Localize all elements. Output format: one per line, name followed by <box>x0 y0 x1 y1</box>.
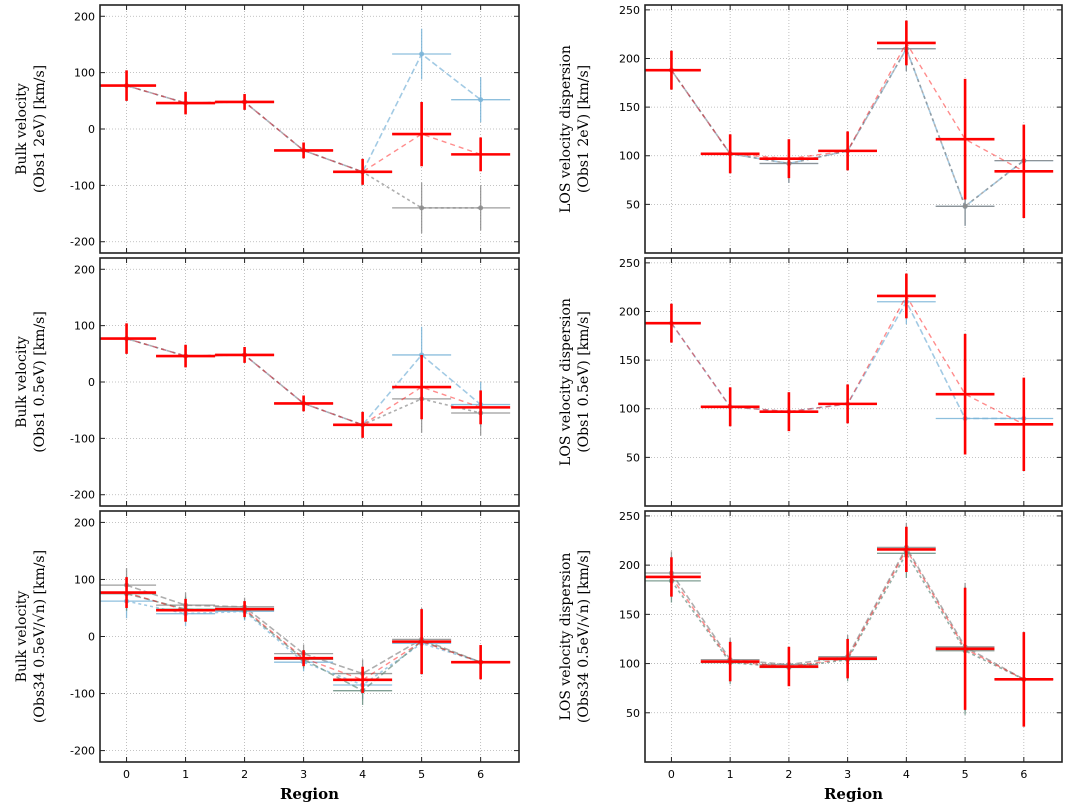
chart-2-xtick-label-1: 1 <box>182 768 189 781</box>
chart-5-ytick-label-100: 100 <box>619 658 640 671</box>
chart-5-xtick-label-6: 6 <box>1020 768 1027 781</box>
chart-5-xtick-label-2: 2 <box>785 768 792 781</box>
chart-2-xtick-label-0: 0 <box>123 768 130 781</box>
chart-1-ylabel: Bulk velocity (Obs1 0.5eV) [km/s] <box>14 311 48 453</box>
chart-3-frame <box>644 4 1063 254</box>
chart-panel-left-top: -200 -100 0 100 200 Bulk velocity (Obs1 2eV) [… <box>14 4 520 254</box>
chart-2-ylabel-line1: Bulk velocity <box>14 591 30 683</box>
chart-1-ytick-label-200: 200 <box>74 263 95 276</box>
chart-4-ytick-label-250: 250 <box>619 257 640 270</box>
chart-3-ylabel-line2: (Obs1 2eV) [km/s] <box>576 65 592 193</box>
chart-2-xtick-label-3: 3 <box>300 768 307 781</box>
chart-5-plot-area <box>645 522 1054 727</box>
chart-0-comparison-0-point-5 <box>419 51 425 57</box>
chart-3-ytick-label-250: 250 <box>619 4 640 17</box>
chart-4-ytick-label-150: 150 <box>619 354 640 367</box>
chart-2-ytick-label-200: 200 <box>74 516 95 529</box>
chart-1-ylabel-line2: (Obs1 0.5eV) [km/s] <box>32 311 48 453</box>
chart-panel-right-middle: 50 100 150 200 250 LOS velocity dispersion (Ob… <box>558 257 1063 507</box>
chart-panel-right-top: 50 100 150 200 250 LOS velocity dispersion (Ob… <box>558 4 1063 254</box>
chart-4-frame <box>644 257 1063 507</box>
chart-panel-left-middle: -200 -100 0 100 200 Bulk velocity (Obs1 0.5eV)… <box>14 257 520 507</box>
chart-panel-right-bottom: 50 100 150 200 250 0 1 2 3 4 5 6 LOS velocity disper… <box>558 510 1063 803</box>
chart-2-xtick-label-6: 6 <box>477 768 484 781</box>
chart-2-plot-area <box>100 568 511 705</box>
chart-2-xtick-label-5: 5 <box>418 768 425 781</box>
chart-3-ylabel: LOS velocity dispersion (Obs1 2eV) [km/s] <box>558 45 592 213</box>
chart-5-ylabel: LOS velocity dispersion (Obs34 0.5eV/√n) … <box>558 550 592 723</box>
chart-4-ytick-label-100: 100 <box>619 403 640 416</box>
chart-0-comparison-0-point-6 <box>478 97 484 103</box>
chart-5-xtick-label-1: 1 <box>727 768 734 781</box>
chart-0-ytick-label-100: 100 <box>74 67 95 80</box>
chart-2-ylabel-line2: (Obs34 0.5eV/√n) [km/s] <box>32 550 48 723</box>
chart-4-ytick-label-200: 200 <box>619 305 640 318</box>
chart-2-ytick-label--200: -200 <box>70 745 95 758</box>
chart-2-ylabel: Bulk velocity (Obs34 0.5eV/√n) [km/s] <box>14 550 48 723</box>
chart-5-xtick-label-0: 0 <box>668 768 675 781</box>
chart-0-ytick-label--100: -100 <box>70 179 95 192</box>
chart-0-ylabel-line2: (Obs1 2eV) [km/s] <box>32 65 48 193</box>
chart-5-xtick-label-5: 5 <box>962 768 969 781</box>
chart-5-ytick-label-50: 50 <box>626 707 640 720</box>
chart-panel-left-bottom: -200 -100 0 100 200 0 1 2 3 4 5 6 Bulk velocity (Obs3… <box>14 510 520 803</box>
chart-0-ytick-label--200: -200 <box>70 236 95 249</box>
chart-3-ylabel-line1: LOS velocity dispersion <box>558 45 574 213</box>
chart-5-ytick-label-250: 250 <box>619 510 640 523</box>
chart-1-ytick-label--200: -200 <box>70 489 95 502</box>
chart-4-ytick-label-50: 50 <box>626 451 640 464</box>
chart-0-comparison-1-point-5 <box>419 205 425 211</box>
chart-0-ytick-label-0: 0 <box>88 123 95 136</box>
chart-2-ytick-label-100: 100 <box>74 573 95 586</box>
chart-2-xlabel: Region <box>280 785 339 803</box>
chart-0-plot-area <box>100 28 511 234</box>
chart-3-ytick-label-100: 100 <box>619 150 640 163</box>
chart-0-ytick-label-200: 200 <box>74 10 95 23</box>
chart-0-ylabel-line1: Bulk velocity <box>14 83 30 175</box>
chart-5-ytick-label-150: 150 <box>619 608 640 621</box>
chart-3-ytick-label-50: 50 <box>626 198 640 211</box>
chart-0-ylabel: Bulk velocity (Obs1 2eV) [km/s] <box>14 65 48 193</box>
chart-2-xtick-label-4: 4 <box>359 768 366 781</box>
chart-3-plot-area <box>645 20 1054 226</box>
chart-5-xtick-label-3: 3 <box>844 768 851 781</box>
chart-5-frame <box>644 510 1063 763</box>
chart-5-xtick-label-4: 4 <box>903 768 910 781</box>
chart-3-ytick-label-150: 150 <box>619 101 640 114</box>
chart-5-ylabel-line2: (Obs34 0.5eV/√n) [km/s] <box>576 550 592 723</box>
chart-4-plot-area <box>645 273 1054 471</box>
chart-3-comparison-1-point-5 <box>962 203 968 209</box>
chart-5-xlabel: Region <box>824 785 883 803</box>
chart-2-ytick-label-0: 0 <box>88 631 95 644</box>
chart-1-ytick-label-100: 100 <box>74 320 95 333</box>
chart-3-ytick-label-200: 200 <box>619 52 640 65</box>
chart-1-ytick-label-0: 0 <box>88 376 95 389</box>
chart-5-ytick-label-200: 200 <box>619 559 640 572</box>
chart-4-ylabel-line2: (Obs1 0.5eV) [km/s] <box>576 311 592 453</box>
chart-1-plot-area <box>100 323 511 438</box>
chart-2-ytick-label--100: -100 <box>70 688 95 701</box>
chart-1-ytick-label--100: -100 <box>70 432 95 445</box>
chart-0-comparison-1-point-6 <box>478 205 484 211</box>
chart-4-ylabel: LOS velocity dispersion (Obs1 0.5eV) [km/… <box>558 298 592 466</box>
chart-5-ylabel-line1: LOS velocity dispersion <box>558 553 574 721</box>
chart-2-xtick-label-2: 2 <box>241 768 248 781</box>
chart-4-ylabel-line1: LOS velocity dispersion <box>558 298 574 466</box>
chart-1-ylabel-line1: Bulk velocity <box>14 336 30 428</box>
